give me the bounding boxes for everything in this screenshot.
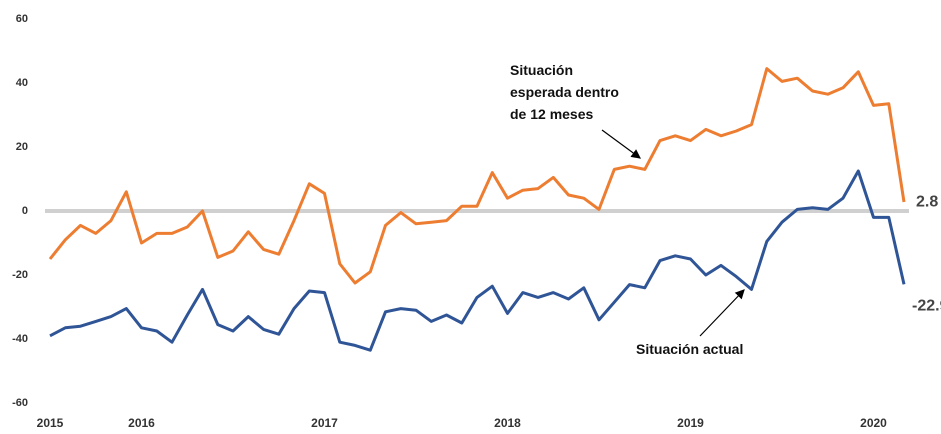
series-line — [48, 67, 906, 285]
y-tick-label: 40 — [16, 77, 28, 89]
x-tick-label: 2020 — [860, 416, 887, 430]
x-tick-label: 2018 — [494, 416, 521, 430]
x-tick-label: 2019 — [677, 416, 704, 430]
arrow — [601, 129, 641, 159]
y-tick-label: -40 — [12, 333, 28, 345]
y-tick-label: 20 — [16, 141, 28, 153]
arrow — [699, 289, 745, 337]
x-tick-label: 2016 — [128, 416, 155, 430]
end-label: -22.9 — [912, 297, 941, 314]
series-line — [49, 169, 906, 352]
y-tick-label: -20 — [12, 269, 28, 281]
x-tick-label: 2015 — [37, 416, 64, 430]
y-tick-label: 0 — [22, 205, 28, 217]
series-label: Situación esperada dentro de 12 meses — [510, 62, 619, 122]
x-tick-label: 2017 — [311, 416, 338, 430]
y-tick-label: 60 — [16, 13, 28, 25]
series-label: Situación actual — [636, 341, 744, 357]
y-tick-label: -60 — [12, 397, 28, 409]
end-label: 2.8 — [916, 193, 938, 210]
